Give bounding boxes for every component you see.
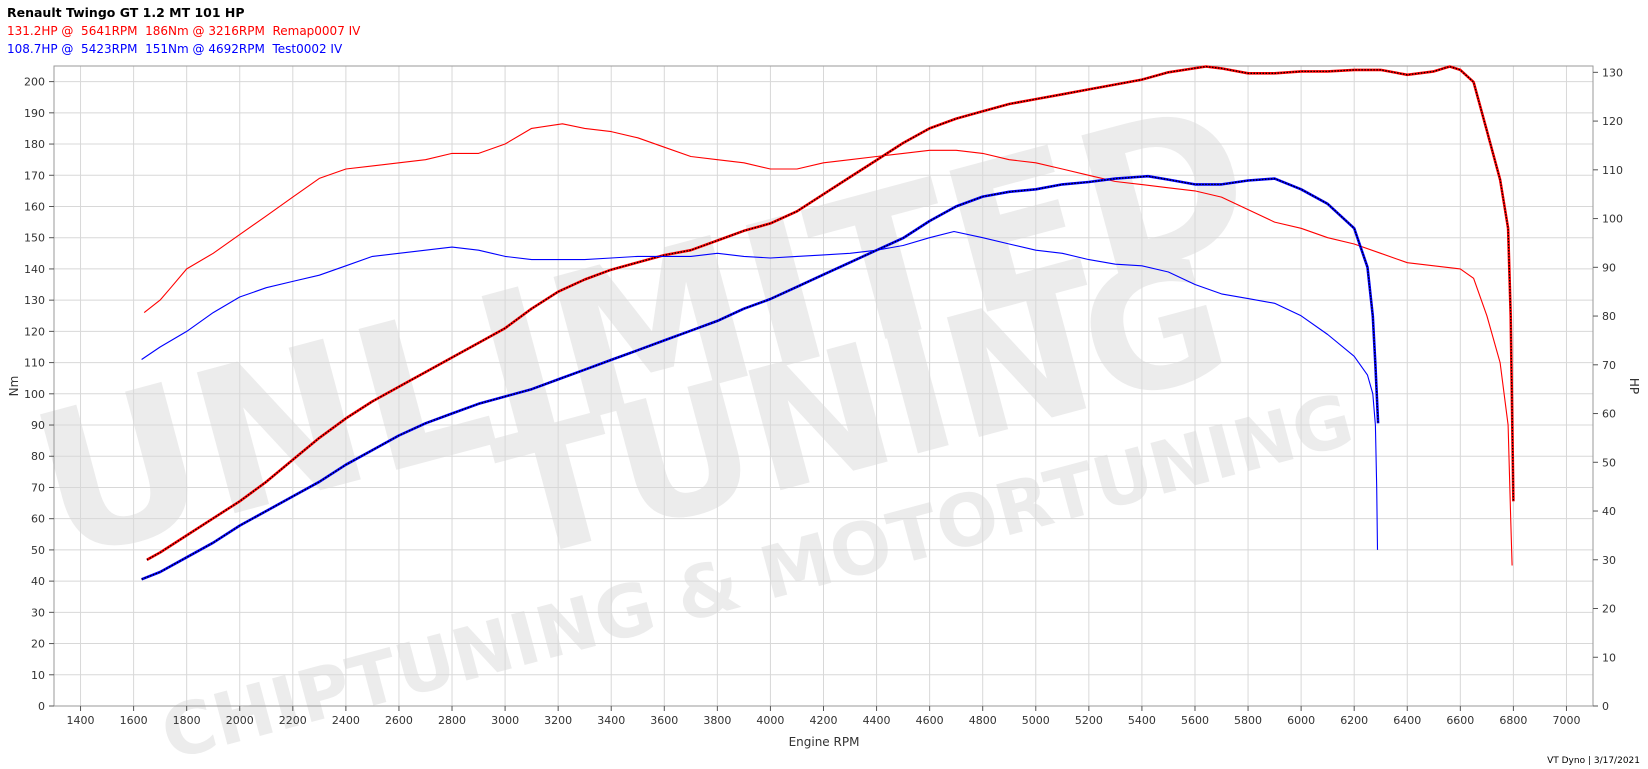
torque-line-remap (143, 123, 1513, 566)
y-right-tick-label: 50 (1602, 456, 1616, 469)
y-left-tick-label: 60 (31, 513, 45, 526)
y-left-tick-label: 10 (31, 669, 45, 682)
chart-title: Renault Twingo GT 1.2 MT 101 HP (7, 5, 245, 20)
y-right-tick-label: 40 (1602, 505, 1616, 518)
y-left-tick-label: 120 (24, 325, 45, 338)
y-left-tick-label: 170 (24, 169, 45, 182)
x-tick-label: 6200 (1340, 714, 1368, 727)
y-right-tick-label: 60 (1602, 408, 1616, 421)
y-left-tick-label: 30 (31, 606, 45, 619)
y-right-tick-label: 110 (1602, 164, 1623, 177)
x-tick-label: 2800 (438, 714, 466, 727)
footer-credit: VT Dyno | 3/17/2021 (1547, 756, 1640, 766)
x-tick-label: 6800 (1499, 714, 1527, 727)
x-tick-label: 7000 (1552, 714, 1580, 727)
y-left-tick-label: 20 (31, 638, 45, 651)
chart-series (141, 65, 1515, 581)
power-line-stock-dash (141, 175, 1379, 580)
x-axis-ticks: 1400 1600 1800 2000 2200 2400 2600 2800 3000 3200… (67, 706, 1580, 727)
y-left-tick-label: 80 (31, 450, 45, 463)
torque-line-stock (141, 230, 1379, 550)
x-tick-label: 6400 (1393, 714, 1421, 727)
y-axis-right-label: HP (1627, 378, 1641, 394)
y-right-tick-label: 80 (1602, 310, 1616, 323)
x-tick-label: 6600 (1446, 714, 1474, 727)
y-left-tick-label: 0 (38, 700, 45, 713)
run-summary-remap: 131.2HP @ 5641RPM 186Nm @ 3216RPM Remap0… (7, 24, 361, 38)
run-summary-stock: 108.7HP @ 5423RPM 151Nm @ 4692RPM Test00… (7, 42, 343, 56)
y-left-tick-label: 150 (24, 232, 45, 245)
x-tick-label: 5800 (1234, 714, 1262, 727)
x-tick-label: 3400 (597, 714, 625, 727)
x-tick-label: 5600 (1181, 714, 1209, 727)
y-left-tick-label: 40 (31, 575, 45, 588)
y-left-tick-label: 90 (31, 419, 45, 432)
watermark-logo: UNLIMITED TUNING CHIPTUNING & MOTORTUNIN… (12, 59, 1361, 769)
y-left-tick-label: 140 (24, 263, 45, 276)
y-left-tick-label: 200 (24, 76, 45, 89)
power-line-remap-dash (146, 65, 1515, 561)
x-tick-label: 4800 (969, 714, 997, 727)
y-left-tick-label: 100 (24, 388, 45, 401)
x-tick-label: 3000 (491, 714, 519, 727)
y-axis-left-label: Nm (7, 376, 21, 397)
y-left-tick-label: 70 (31, 481, 45, 494)
y-left-tick-label: 110 (24, 357, 45, 370)
x-tick-label: 1600 (120, 714, 148, 727)
y-right-tick-label: 30 (1602, 554, 1616, 567)
y-left-tick-label: 160 (24, 200, 45, 213)
x-tick-label: 4600 (916, 714, 944, 727)
y-axis-right-ticks: 0 10 20 30 40 50 60 70 80 90 100 110 120 130 (1593, 66, 1623, 713)
x-tick-label: 4000 (756, 714, 784, 727)
y-left-tick-label: 50 (31, 544, 45, 557)
y-right-tick-label: 100 (1602, 213, 1623, 226)
footer-app: VT Dyno (1547, 756, 1586, 766)
x-tick-label: 2200 (279, 714, 307, 727)
y-left-tick-label: 190 (24, 107, 45, 120)
x-tick-label: 3200 (544, 714, 572, 727)
x-tick-label: 3800 (703, 714, 731, 727)
y-left-tick-label: 180 (24, 138, 45, 151)
x-tick-label: 4200 (810, 714, 838, 727)
y-right-tick-label: 70 (1602, 359, 1616, 372)
x-tick-label: 5200 (1075, 714, 1103, 727)
x-axis-label: Engine RPM (789, 735, 860, 749)
x-tick-label: 5000 (1022, 714, 1050, 727)
x-tick-label: 3600 (650, 714, 678, 727)
y-left-tick-label: 130 (24, 294, 45, 307)
y-right-tick-label: 90 (1602, 261, 1616, 274)
x-tick-label: 1400 (67, 714, 95, 727)
x-tick-label: 2600 (385, 714, 413, 727)
x-tick-label: 5400 (1128, 714, 1156, 727)
x-tick-label: 6000 (1287, 714, 1315, 727)
y-right-tick-label: 120 (1602, 115, 1623, 128)
footer-date: 3/17/2021 (1593, 756, 1640, 766)
x-tick-label: 1800 (173, 714, 201, 727)
y-right-tick-label: 0 (1602, 700, 1609, 713)
y-right-tick-label: 130 (1602, 66, 1623, 79)
x-tick-label: 2000 (226, 714, 254, 727)
x-tick-label: 4400 (863, 714, 891, 727)
y-right-tick-label: 10 (1602, 651, 1616, 664)
x-tick-label: 2400 (332, 714, 360, 727)
y-right-tick-label: 20 (1602, 603, 1616, 616)
y-axis-left-ticks: 0 10 20 30 40 50 60 70 80 90 100 110 120 130 140 150 160… (24, 76, 54, 713)
